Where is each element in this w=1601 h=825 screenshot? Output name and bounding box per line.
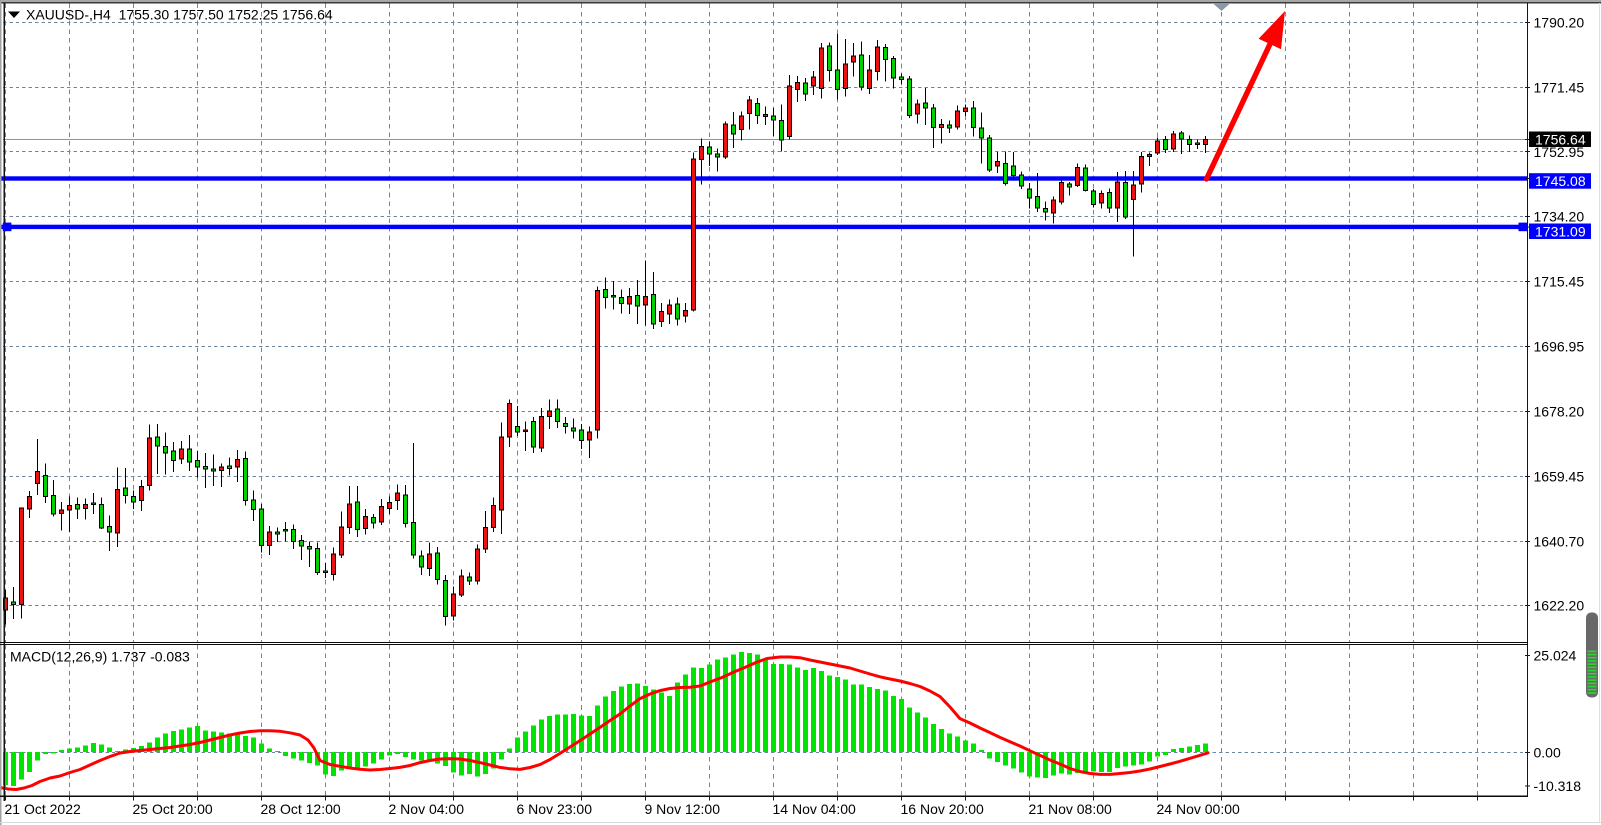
svg-text:1752.95: 1752.95 [1534,144,1585,160]
svg-text:24 Nov 00:00: 24 Nov 00:00 [1157,801,1240,817]
svg-text:9 Nov 12:00: 9 Nov 12:00 [645,801,721,817]
svg-text:1659.45: 1659.45 [1534,469,1585,485]
svg-text:28 Oct 12:00: 28 Oct 12:00 [261,801,341,817]
svg-text:1790.20: 1790.20 [1534,15,1585,31]
svg-text:1731.09: 1731.09 [1535,223,1586,239]
svg-text:1696.95: 1696.95 [1534,339,1585,355]
svg-text:16 Nov 20:00: 16 Nov 20:00 [901,801,984,817]
svg-text:25.024: 25.024 [1534,648,1577,664]
svg-text:MACD(12,26,9) 1.737 -0.083: MACD(12,26,9) 1.737 -0.083 [10,649,190,665]
svg-text:XAUUSD-,H4 1755.30 1757.50 17: XAUUSD-,H4 1755.30 1757.50 1752.25 1756.… [26,7,333,23]
svg-text:1622.20: 1622.20 [1534,598,1585,614]
svg-text:21 Oct 2022: 21 Oct 2022 [5,801,81,817]
svg-text:1771.45: 1771.45 [1534,80,1585,96]
svg-text:1678.20: 1678.20 [1534,404,1585,420]
svg-text:14 Nov 04:00: 14 Nov 04:00 [773,801,856,817]
svg-text:1745.08: 1745.08 [1535,173,1586,189]
svg-text:25 Oct 20:00: 25 Oct 20:00 [133,801,213,817]
svg-text:-10.318: -10.318 [1534,778,1582,794]
svg-text:2 Nov 04:00: 2 Nov 04:00 [389,801,465,817]
svg-text:1734.20: 1734.20 [1534,209,1585,225]
svg-text:1715.45: 1715.45 [1534,274,1585,290]
svg-text:1756.64: 1756.64 [1535,131,1586,147]
svg-text:0.00: 0.00 [1534,745,1561,761]
svg-text:21 Nov 08:00: 21 Nov 08:00 [1029,801,1112,817]
svg-text:1640.70: 1640.70 [1534,534,1585,550]
svg-text:6 Nov 23:00: 6 Nov 23:00 [517,801,593,817]
